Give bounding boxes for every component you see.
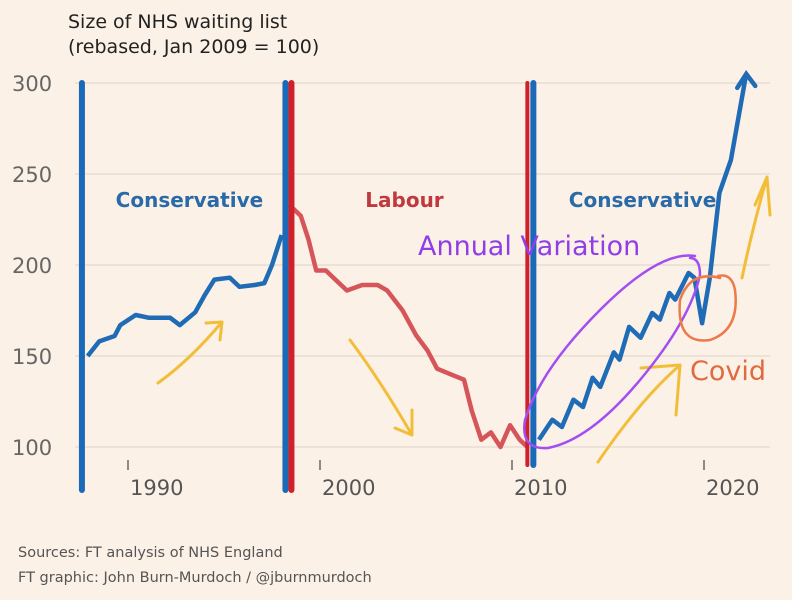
x-tick-label: 2020 (706, 476, 759, 500)
y-tick-label: 200 (12, 254, 52, 278)
annotation-arrow-up-2020s (740, 175, 772, 280)
annual-variation-label: Annual Variation (418, 231, 640, 262)
series-line (537, 73, 749, 441)
sources-note: Sources: FT analysis of NHS England (18, 545, 283, 561)
y-tick-label: 150 (12, 345, 52, 369)
hand-drawn-annotations (156, 175, 772, 464)
annotation-arrow-up-1990s (156, 320, 224, 385)
party-label: Conservative (569, 188, 717, 212)
x-tick-label: 1990 (130, 476, 183, 500)
x-tick-label: 2000 (322, 476, 375, 500)
party-label: Labour (365, 188, 444, 212)
y-tick-label: 100 (12, 436, 52, 460)
annotation-arrow-up-2010s (596, 363, 682, 464)
x-tick-label: 2010 (514, 476, 567, 500)
credit-note: FT graphic: John Burn-Murdoch / @jburnmu… (18, 570, 372, 586)
arrowhead-icon (734, 69, 758, 91)
annotation-arrow-down-2000s (348, 338, 414, 437)
annual-variation-ellipse (523, 254, 702, 450)
chart-title: Size of NHS waiting list (68, 11, 288, 33)
y-tick-label: 250 (12, 163, 52, 187)
party-label: Conservative (116, 188, 264, 212)
covid-label: Covid (690, 356, 766, 387)
covid-circle (678, 274, 737, 342)
series-line (85, 234, 284, 358)
y-tick-label: 300 (12, 72, 52, 96)
chart-title-block: Size of NHS waiting list (rebased, Jan 2… (68, 10, 319, 60)
chart-subtitle: (rebased, Jan 2009 = 100) (68, 36, 320, 58)
